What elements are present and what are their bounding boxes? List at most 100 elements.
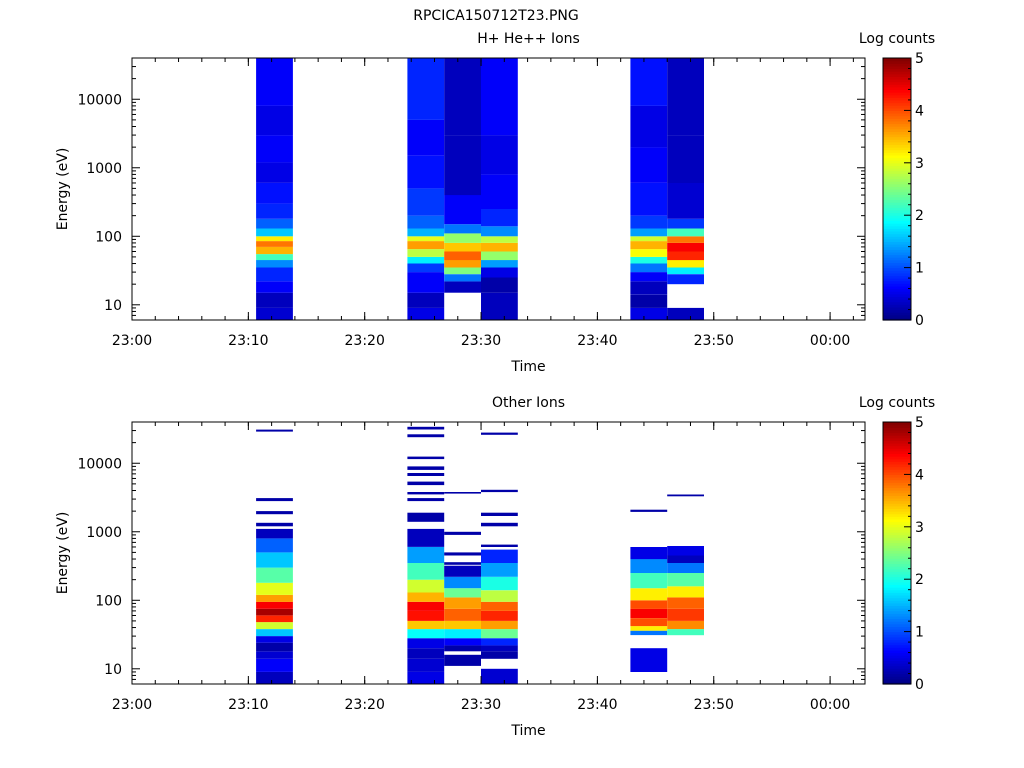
colorbar-segment xyxy=(883,275,911,279)
colorbar-segment xyxy=(883,270,911,274)
heatmap-cell xyxy=(630,249,668,257)
colorbar-segment xyxy=(883,299,911,303)
heatmap-cell xyxy=(667,267,704,275)
heatmap-cell xyxy=(407,249,445,257)
colorbar-tick-label: 4 xyxy=(915,103,924,119)
colorbar-segment xyxy=(883,566,911,570)
colorbar-segment xyxy=(883,665,911,669)
colorbar-segment xyxy=(883,63,911,67)
colorbar-segment xyxy=(883,573,911,578)
colorbar-segment xyxy=(883,440,911,444)
x-tick-label: 23:20 xyxy=(345,333,385,349)
heatmap-cell xyxy=(444,492,481,494)
heatmap-cell xyxy=(407,58,445,120)
heatmap-cell xyxy=(407,528,445,547)
heatmap-cell xyxy=(407,426,445,430)
colorbar-segment xyxy=(883,652,911,656)
colorbar-segment xyxy=(883,623,911,627)
colorbar-segment xyxy=(883,217,911,222)
colorbar-segment xyxy=(883,482,911,486)
x-tick-label: 23:30 xyxy=(461,697,501,713)
heatmap-cell xyxy=(256,671,293,684)
heatmap-cell xyxy=(256,241,293,247)
heatmap-cell xyxy=(444,267,481,275)
colorbar-segment xyxy=(883,647,911,651)
colorbar-segment xyxy=(883,639,911,643)
colorbar-segment xyxy=(883,304,911,308)
colorbar-segment xyxy=(883,442,911,447)
heatmap-cell xyxy=(444,274,481,282)
colorbar-segment xyxy=(883,92,911,96)
y-axis-label: Energy (eV) xyxy=(55,512,71,595)
x-tick-label: 23:10 xyxy=(228,333,268,349)
heatmap-cell xyxy=(407,671,445,684)
colorbar-segment xyxy=(883,594,911,599)
colorbar-segment xyxy=(883,479,911,483)
heatmap-cell xyxy=(444,552,481,556)
colorbar-segment xyxy=(883,668,911,672)
heatmap-cell xyxy=(481,620,518,630)
heatmap-cell xyxy=(256,236,293,242)
heatmap-cell xyxy=(481,651,518,659)
colorbar-segment xyxy=(883,68,911,72)
colorbar-segment xyxy=(883,634,911,638)
heatmap-cell xyxy=(444,638,481,646)
heatmap-cell xyxy=(256,538,293,553)
heatmap-cell xyxy=(481,489,518,493)
colorbar-segment xyxy=(883,495,911,499)
heatmap-cell xyxy=(481,277,518,293)
colorbar-segment xyxy=(883,589,911,593)
x-tick-label: 23:40 xyxy=(577,697,617,713)
colorbar-segment xyxy=(883,427,911,431)
heatmap-cell xyxy=(667,135,704,183)
heatmap-cell xyxy=(256,629,293,637)
colorbar-frame xyxy=(882,57,912,321)
heatmap-cell xyxy=(667,494,704,497)
heatmap-cell xyxy=(630,294,668,308)
colorbar-segment xyxy=(883,215,911,219)
heatmap-cell xyxy=(667,608,704,621)
heatmap-cell xyxy=(667,586,704,598)
colorbar-segment xyxy=(883,296,911,300)
colorbar-segment xyxy=(883,424,911,428)
colorbar-segment xyxy=(883,563,911,567)
heatmap-cell xyxy=(667,251,704,261)
y-tick-label: 1000 xyxy=(86,525,122,541)
heatmap-cell xyxy=(256,105,293,136)
x-tick-label: 23:50 xyxy=(694,697,734,713)
heatmap-cell xyxy=(481,668,518,684)
heatmap-cell xyxy=(667,563,704,573)
heatmap-cell xyxy=(481,209,518,227)
heatmap-cell xyxy=(444,531,481,535)
heatmap-cell xyxy=(256,636,293,643)
heatmap-cell xyxy=(256,307,293,320)
colorbar-segment xyxy=(883,497,911,502)
colorbar-segment xyxy=(883,539,911,544)
colorbar-segment xyxy=(883,503,911,507)
colorbar-segment xyxy=(883,642,911,646)
heatmap-cell xyxy=(407,592,445,602)
heatmap-cell xyxy=(481,226,518,237)
heatmap-cell xyxy=(444,576,481,589)
colorbar-segment xyxy=(883,511,911,515)
x-axis-label: Time xyxy=(510,723,545,739)
colorbar-segment xyxy=(883,118,911,122)
colorbar-segment xyxy=(883,199,911,203)
colorbar-segment xyxy=(883,453,911,457)
y-tick-label: 10000 xyxy=(77,456,122,472)
heatmap-cell xyxy=(667,228,704,237)
colorbar-frame xyxy=(882,421,912,685)
colorbar-segment xyxy=(883,432,911,436)
colorbar-segment xyxy=(883,526,911,531)
colorbar-segment xyxy=(883,597,911,601)
colorbar-segment xyxy=(883,558,911,562)
colorbar-segment xyxy=(883,278,911,282)
colorbar-segment xyxy=(883,636,911,641)
colorbar-segment xyxy=(883,306,911,311)
heatmap-cell xyxy=(481,610,518,621)
heatmap-cell xyxy=(667,236,704,243)
colorbar-segment xyxy=(883,225,911,229)
colorbar-tick-label: 0 xyxy=(915,677,924,693)
colorbar-segment xyxy=(883,602,911,606)
colorbar-segment xyxy=(883,537,911,541)
